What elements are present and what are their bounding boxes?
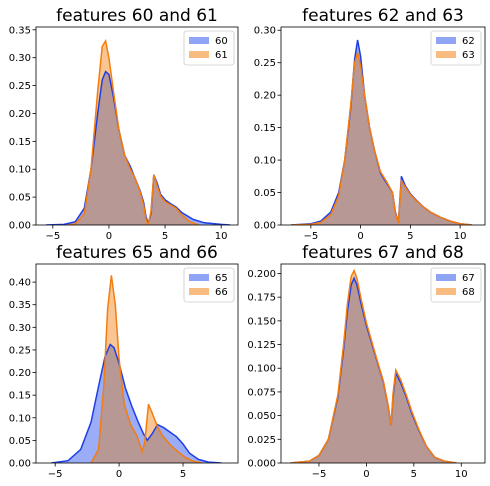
legend-label-66: 66 xyxy=(215,287,228,298)
y-tick-label: 0.025 xyxy=(247,435,276,446)
x-tick-label: 10 xyxy=(455,469,468,480)
y-tick-label: 0.35 xyxy=(9,300,31,311)
axes-frame xyxy=(35,263,239,464)
line-series-65 xyxy=(51,343,222,463)
line-series-66 xyxy=(90,275,203,463)
x-tick-label: 5 xyxy=(180,469,186,480)
y-tick-label: 0.30 xyxy=(9,53,31,64)
legend-swatch-61 xyxy=(189,51,209,58)
y-tick-label: 0.125 xyxy=(247,340,276,351)
x-tick-label: −5 xyxy=(48,469,63,480)
legend-label-67: 67 xyxy=(462,273,475,284)
x-tick-label: −5 xyxy=(45,231,60,242)
legend-swatch-67 xyxy=(436,274,456,281)
y-tick-label: 0.40 xyxy=(9,278,31,289)
y-tick-label: 0.25 xyxy=(254,58,276,69)
y-tick-label: 0.075 xyxy=(247,387,276,398)
subplot-1: −5 0 5 10 0.00 0.05 0.10 0.15 0.20 0.25 0.30 0.35 fe… xyxy=(9,6,239,242)
plot-area xyxy=(51,275,222,463)
y-tick-label: 0.200 xyxy=(247,269,276,280)
legend-swatch-65 xyxy=(189,274,209,281)
chart-title: features 60 and 61 xyxy=(56,6,218,26)
legend-swatch-66 xyxy=(189,288,209,295)
legend-label-68: 68 xyxy=(462,287,475,298)
y-tick-label: 0.35 xyxy=(9,25,31,36)
y-tick-label: 0.10 xyxy=(9,165,31,176)
line-series-63 xyxy=(290,50,473,225)
axes-frame xyxy=(35,26,239,226)
legend-swatch-62 xyxy=(436,37,456,44)
x-tick-label: 5 xyxy=(411,469,417,480)
y-tick-label: 0.00 xyxy=(254,221,276,232)
y-tick-label: 0.00 xyxy=(9,459,31,470)
y-tick-label: 0.30 xyxy=(9,323,31,334)
area-series-65 xyxy=(51,344,222,463)
subplot-3: −5 0 5 0.00 0.05 0.10 0.15 0.20 0.25 0.30 0.35 0.40… xyxy=(9,243,239,480)
plot-area xyxy=(290,268,457,463)
legend-label-60: 60 xyxy=(215,36,228,47)
plot-area xyxy=(46,38,231,225)
y-tick-label: 0.10 xyxy=(9,413,31,424)
axes-frame xyxy=(280,263,486,464)
legend-label-65: 65 xyxy=(215,273,228,284)
y-tick-label: 0.050 xyxy=(247,411,276,422)
x-tick-label: −5 xyxy=(312,469,327,480)
y-tick-label: 0.000 xyxy=(247,459,276,470)
y-tick-label: 0.150 xyxy=(247,316,276,327)
plot-area xyxy=(290,39,473,225)
y-tick-label: 0.05 xyxy=(254,188,276,199)
y-tick-label: 0.25 xyxy=(9,81,31,92)
y-tick-label: 0.30 xyxy=(254,26,276,37)
y-tick-label: 0.00 xyxy=(9,221,31,232)
legend-swatch-60 xyxy=(189,37,209,44)
x-tick-label: 0 xyxy=(106,231,112,242)
x-tick-label: 10 xyxy=(215,231,228,242)
y-tick-label: 0.100 xyxy=(247,364,276,375)
chart-title: features 67 and 68 xyxy=(302,243,464,263)
y-tick-label: 0.175 xyxy=(247,293,276,304)
y-tick-label: 0.05 xyxy=(9,436,31,447)
x-tick-label: 5 xyxy=(407,231,413,242)
legend-label-61: 61 xyxy=(215,50,228,61)
y-tick-label: 0.20 xyxy=(9,109,31,120)
x-tick-label: 5 xyxy=(162,231,168,242)
legend-label-62: 62 xyxy=(462,36,475,47)
subplot-2: −5 0 5 10 0.00 0.05 0.10 0.15 0.20 0.25 0.30 featur… xyxy=(254,6,486,242)
y-tick-label: 0.15 xyxy=(254,123,276,134)
y-tick-label: 0.10 xyxy=(254,156,276,167)
y-tick-label: 0.20 xyxy=(9,368,31,379)
y-tick-label: 0.05 xyxy=(9,193,31,204)
line-series-61 xyxy=(68,38,199,225)
x-tick-label: 10 xyxy=(454,231,467,242)
area-overlap xyxy=(290,278,457,463)
area-overlap xyxy=(51,344,222,463)
area-overlap xyxy=(290,53,473,225)
x-tick-label: 0 xyxy=(116,469,122,480)
legend-swatch-68 xyxy=(436,288,456,295)
y-tick-label: 0.15 xyxy=(9,391,31,402)
line-series-68 xyxy=(290,268,457,463)
x-tick-label: 0 xyxy=(357,231,363,242)
legend-swatch-63 xyxy=(436,51,456,58)
y-tick-label: 0.15 xyxy=(9,137,31,148)
subplot-4: −5 0 5 10 0.000 0.025 0.050 0.075 0.100 0.125 0.15… xyxy=(247,243,486,480)
x-tick-label: −5 xyxy=(303,231,318,242)
y-tick-label: 0.20 xyxy=(254,91,276,102)
chart-title: features 65 and 66 xyxy=(56,243,218,263)
y-tick-label: 0.25 xyxy=(9,345,31,356)
x-tick-label: 0 xyxy=(363,469,369,480)
legend-label-63: 63 xyxy=(462,50,475,61)
area-overlap xyxy=(46,71,231,225)
axes-frame xyxy=(280,26,486,226)
chart-title: features 62 and 63 xyxy=(302,6,464,26)
